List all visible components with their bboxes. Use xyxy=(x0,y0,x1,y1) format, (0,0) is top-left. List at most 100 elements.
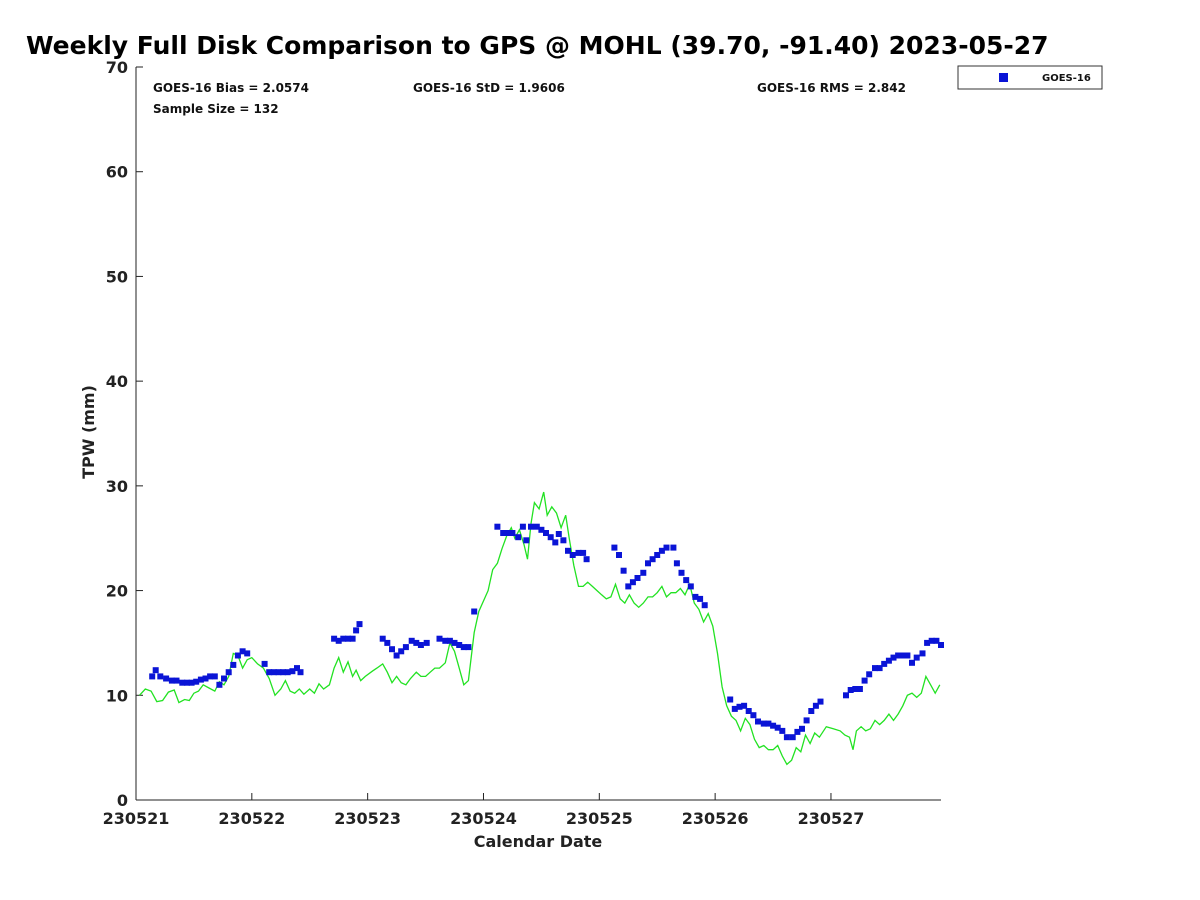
goes16-point xyxy=(649,556,656,563)
goes16-point xyxy=(629,579,636,586)
x-tick-label: 230524 xyxy=(450,809,517,828)
goes16-point xyxy=(456,642,463,648)
x-tick-label: 230525 xyxy=(566,809,633,828)
goes16-point xyxy=(225,669,232,676)
goes16-point xyxy=(398,648,405,655)
goes16-point xyxy=(193,678,200,685)
goes16-point xyxy=(528,523,534,530)
goes16-point xyxy=(760,720,767,727)
y-tick-label: 40 xyxy=(106,372,128,391)
x-tick-label: 230521 xyxy=(103,809,170,828)
goes16-point xyxy=(745,708,752,714)
goes16-point xyxy=(872,665,878,672)
goes16-point xyxy=(555,531,562,537)
goes16-point xyxy=(913,654,920,661)
goes16-point xyxy=(919,650,926,657)
goes16-point xyxy=(692,593,699,600)
goes16-point xyxy=(933,637,940,644)
goes16-point xyxy=(847,687,854,693)
goes16-point xyxy=(515,534,522,541)
goes16-point xyxy=(774,724,781,731)
goes16-point xyxy=(451,639,458,646)
goes16-point xyxy=(852,686,859,692)
goes16-point xyxy=(876,665,883,672)
x-axis-ticks: 230521 230522 230523 230524 230525 230526 2305… xyxy=(103,793,865,828)
stat-rms: GOES-16 RMS = 2.842 xyxy=(757,81,906,95)
goes16-point xyxy=(393,652,400,659)
goes16-point xyxy=(620,567,627,574)
goes16-point xyxy=(270,669,277,676)
goes16-series-markers xyxy=(149,523,944,741)
goes16-point xyxy=(755,718,761,725)
goes16-point xyxy=(670,544,677,551)
goes16-point xyxy=(547,534,554,541)
goes16-point xyxy=(509,530,516,536)
goes16-point xyxy=(538,526,545,533)
goes16-point xyxy=(340,635,347,642)
y-tick-label: 70 xyxy=(106,58,128,77)
goes16-point xyxy=(423,639,430,646)
goes16-point xyxy=(697,595,704,602)
goes16-point xyxy=(701,602,708,609)
goes16-point xyxy=(173,677,180,684)
goes16-point xyxy=(234,652,241,659)
goes16-point xyxy=(413,639,420,646)
goes16-point xyxy=(789,734,796,741)
goes16-point xyxy=(202,675,209,682)
goes16-point xyxy=(207,673,214,680)
goes16-point xyxy=(575,549,582,556)
goes16-point xyxy=(230,661,237,668)
goes16-point xyxy=(345,635,351,642)
goes16-point xyxy=(736,703,743,710)
x-tick-label: 230527 xyxy=(798,809,865,828)
goes16-point xyxy=(938,642,944,648)
legend: GOES-16 xyxy=(957,65,1103,90)
goes16-point xyxy=(565,547,571,554)
goes16-point xyxy=(812,702,819,709)
goes16-point xyxy=(765,720,772,727)
goes16-point xyxy=(645,560,651,567)
goes16-point xyxy=(335,637,342,644)
goes16-point xyxy=(384,639,391,646)
goes16-point xyxy=(625,583,632,590)
goes16-point xyxy=(402,644,409,651)
goes16-point xyxy=(924,639,931,646)
goes16-point xyxy=(663,544,670,551)
goes16-point xyxy=(843,692,849,699)
goes16-point xyxy=(519,523,526,530)
goes16-point xyxy=(770,722,777,729)
stat-sample-size: Sample Size = 132 xyxy=(153,102,279,116)
goes16-point xyxy=(856,686,863,692)
goes16-point xyxy=(885,657,892,664)
goes16-point xyxy=(750,712,757,719)
goes16-point xyxy=(184,679,190,686)
goes16-point xyxy=(446,637,453,644)
goes16-point xyxy=(890,654,897,661)
y-tick-label: 0 xyxy=(117,791,128,810)
goes16-point xyxy=(783,734,790,741)
goes16-point xyxy=(289,668,296,675)
goes16-point xyxy=(683,577,690,584)
goes16-point xyxy=(157,673,164,680)
y-tick-label: 60 xyxy=(106,163,128,182)
goes16-point xyxy=(616,552,622,558)
stat-bias: GOES-16 Bias = 2.0574 xyxy=(153,81,309,95)
x-tick-label: 230523 xyxy=(334,809,401,828)
goes16-point xyxy=(583,556,590,563)
goes16-point xyxy=(179,679,186,686)
goes16-point xyxy=(687,583,694,590)
goes16-point xyxy=(634,575,641,581)
goes16-point xyxy=(460,644,467,651)
goes16-point xyxy=(881,660,888,667)
x-axis-label: Calendar Date xyxy=(474,832,603,851)
goes16-point xyxy=(799,725,805,732)
goes16-point xyxy=(275,669,282,676)
goes16-point xyxy=(261,660,268,667)
goes16-point xyxy=(552,539,559,546)
goes16-point xyxy=(152,667,159,674)
goes16-point xyxy=(794,728,801,735)
goes16-point xyxy=(417,642,424,648)
stat-std: GOES-16 StD = 1.9606 xyxy=(413,81,565,95)
goes16-point xyxy=(356,621,363,628)
goes16-point xyxy=(580,549,587,556)
